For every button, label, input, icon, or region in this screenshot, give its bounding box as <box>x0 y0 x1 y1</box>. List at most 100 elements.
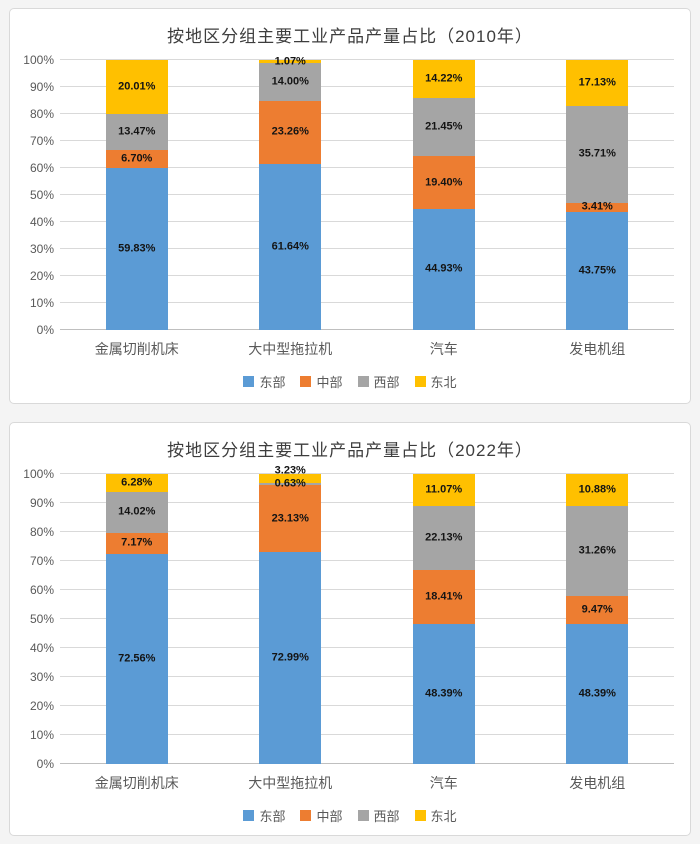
bar-group-0: 59.83% 6.70% 13.47% 20.01% <box>105 59 168 330</box>
gridline <box>60 531 674 532</box>
chart-panel-2010: 按地区分组主要工业产品产量占比（2010年） 0% 10% 20% 30% 40% 50%… <box>9 8 691 404</box>
segment-central <box>566 596 629 624</box>
bar-slot: 44.93% 19.40% 21.45% 14.22% <box>367 60 521 330</box>
gridline <box>60 473 674 474</box>
bar-group-3: 48.39% 9.47% 31.26% 10.88% <box>566 474 629 764</box>
data-label: 1.07% <box>274 55 306 68</box>
gridline <box>60 113 674 114</box>
data-label: 44.93% <box>425 262 463 275</box>
data-label: 6.28% <box>121 476 153 489</box>
legend: 东部 中部 西部 东北 <box>10 806 690 825</box>
legend-label-central: 中部 <box>316 809 343 824</box>
gridline <box>60 275 674 276</box>
gridline <box>60 560 674 561</box>
data-label: 21.45% <box>425 120 463 133</box>
segment-west <box>259 62 322 101</box>
data-label: 6.70% <box>121 152 153 165</box>
data-label: 23.13% <box>271 512 309 525</box>
legend-item-east: 东部 <box>243 372 285 391</box>
data-label: 9.47% <box>581 603 613 616</box>
legend-label-east: 东部 <box>259 375 286 390</box>
gridline <box>60 329 674 330</box>
segment-east <box>566 623 629 764</box>
y-axis-tick: 80% <box>29 525 54 539</box>
segment-northeast <box>259 474 322 484</box>
chart-body: 0% 10% 20% 30% 40% 50% 60% 70% 80% 90% 100% 59.83% 6… <box>10 52 690 336</box>
segment-east <box>259 552 322 764</box>
legend-label-central: 中部 <box>316 375 343 390</box>
data-label: 14.22% <box>425 72 463 85</box>
legend-swatch-west <box>357 376 369 387</box>
y-axis-tick: 10% <box>29 296 54 310</box>
legend-item-west: 西部 <box>357 372 400 391</box>
segment-west <box>566 505 629 597</box>
segment-northeast <box>412 474 475 507</box>
legend: 东部 中部 西部 东北 <box>10 372 690 391</box>
bar-slot: 48.39% 18.41% 22.13% 11.07% <box>367 474 521 764</box>
data-label: 3.41% <box>581 200 613 213</box>
category-label: 发电机组 <box>569 775 626 791</box>
x-axis: 金属切削机床 大中型拖拉机 汽车 发电机组 <box>60 773 674 793</box>
segment-east <box>259 163 322 330</box>
gridline <box>60 647 674 648</box>
segment-west <box>566 106 629 203</box>
data-label: 19.40% <box>425 176 463 188</box>
gridline <box>60 86 674 87</box>
data-label: 23.26% <box>271 125 309 138</box>
bar-group-2: 44.93% 19.40% 21.45% 14.22% <box>412 60 475 330</box>
legend-item-northeast: 东北 <box>414 806 457 825</box>
gridline <box>60 618 674 619</box>
segment-central <box>566 202 629 212</box>
data-label: 31.26% <box>578 544 616 557</box>
data-label: 18.41% <box>425 590 463 603</box>
chart-title-2010: 按地区分组主要工业产品产量占比（2010年） <box>167 27 533 46</box>
bar-group-3: 43.75% 3.41% 35.71% 17.13% <box>566 60 629 330</box>
data-label: 22.13% <box>425 531 463 544</box>
y-axis-tick: 20% <box>29 699 54 713</box>
gridline <box>60 589 674 590</box>
legend-item-west: 西部 <box>357 806 400 825</box>
data-label: 10.88% <box>578 483 616 496</box>
bar-group-1: 72.99% 23.13% 0.63% 3.23% <box>259 465 322 764</box>
data-label: 7.17% <box>121 536 153 549</box>
y-axis-tick: 30% <box>29 670 54 684</box>
segment-central <box>259 485 322 553</box>
y-axis-tick: 0% <box>36 323 54 337</box>
chart-panel-2022: 按地区分组主要工业产品产量占比（2022年） 0% 10% 20% 30% 40% 50%… <box>9 422 691 836</box>
gridline <box>60 734 674 735</box>
x-axis: 金属切削机床 大中型拖拉机 汽车 发电机组 <box>60 339 674 359</box>
bar-group-0: 72.56% 7.17% 14.02% 6.28% <box>105 473 168 764</box>
legend-label-east: 东部 <box>259 809 286 824</box>
category-label: 汽车 <box>429 775 458 791</box>
bars-layer: 72.56% 7.17% 14.02% 6.28% 72.99% 23.13% 0.63% 3… <box>60 465 674 764</box>
data-label: 48.39% <box>425 687 463 700</box>
gridline <box>60 59 674 60</box>
gridline <box>60 140 674 141</box>
segment-northeast <box>412 60 475 99</box>
segment-northeast <box>566 60 629 107</box>
plot-area: 72.56% 7.17% 14.02% 6.28% 72.99% 23.13% 0.63% 3… <box>60 465 674 764</box>
legend-item-east: 东部 <box>243 806 285 825</box>
y-axis-tick: 100% <box>23 467 54 481</box>
category-label: 发电机组 <box>569 341 626 357</box>
y-axis-tick: 50% <box>29 188 54 202</box>
legend-label-northeast: 东北 <box>430 375 457 390</box>
gridline <box>60 248 674 249</box>
data-label: 20.01% <box>118 80 156 93</box>
y-axis-tick: 50% <box>29 612 54 626</box>
gridline <box>60 763 674 764</box>
y-axis-tick: 40% <box>29 641 54 655</box>
data-label: 72.56% <box>118 652 156 665</box>
segment-northeast <box>259 60 322 63</box>
legend-label-west: 西部 <box>373 809 400 824</box>
legend-label-west: 西部 <box>373 375 400 390</box>
segment-east <box>105 168 168 330</box>
data-label: 17.13% <box>578 76 616 89</box>
segment-west <box>412 98 475 157</box>
data-label: 3.23% <box>274 464 306 477</box>
data-label: 13.47% <box>118 125 156 138</box>
legend-swatch-central <box>300 376 312 387</box>
y-axis-tick: 30% <box>29 242 54 256</box>
y-axis-tick: 90% <box>29 80 54 94</box>
